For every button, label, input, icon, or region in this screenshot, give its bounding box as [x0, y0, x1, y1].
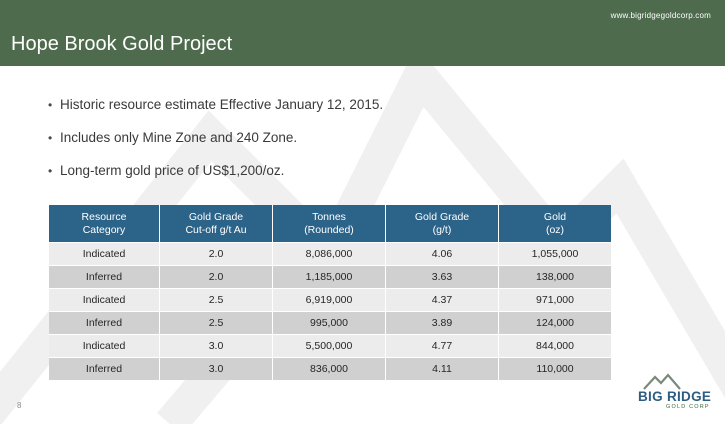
cell-oz: 971,000 — [499, 288, 611, 311]
cell-tonnes: 5,500,000 — [273, 334, 386, 357]
bullet-item: • Long-term gold price of US$1,200/oz. — [48, 163, 285, 178]
header-gold-oz: Gold (oz) — [499, 205, 611, 242]
header-cutoff-grade: Gold Grade Cut-off g/t Au — [160, 205, 273, 242]
website-url: www.bigridgegoldcorp.com — [610, 11, 711, 20]
cell-grade: 4.11 — [386, 357, 499, 380]
header-gold-grade: Gold Grade (g/t) — [386, 205, 499, 242]
bullet-list: • Historic resource estimate Effective Ja… — [48, 96, 383, 195]
company-logo: BIG RIDGE GOLD CORP — [636, 372, 716, 412]
header-resource-category: Resource Category — [49, 205, 160, 242]
cell-tonnes: 1,185,000 — [273, 265, 386, 288]
table-row: Inferred 2.0 1,185,000 3.63 138,000 — [49, 265, 611, 288]
mountain-logo-icon — [643, 373, 681, 390]
bullet-item: • Includes only Mine Zone and 240 Zone. — [48, 130, 298, 145]
table-row: Inferred 2.5 995,000 3.89 124,000 — [49, 311, 611, 334]
cell-oz: 124,000 — [499, 311, 611, 334]
logo-name: BIG RIDGE — [638, 389, 712, 404]
table-row: Indicated 3.0 5,500,000 4.77 844,000 — [49, 334, 611, 357]
cell-tonnes: 836,000 — [273, 357, 386, 380]
cell-cutoff: 2.0 — [160, 242, 273, 265]
cell-category: Inferred — [49, 265, 160, 288]
cell-oz: 844,000 — [499, 334, 611, 357]
cell-oz: 1,055,000 — [499, 242, 611, 265]
table-row: Indicated 2.5 6,919,000 4.37 971,000 — [49, 288, 611, 311]
cell-cutoff: 2.5 — [160, 288, 273, 311]
cell-cutoff: 3.0 — [160, 357, 273, 380]
cell-category: Indicated — [49, 334, 160, 357]
header-bar: www.bigridgegoldcorp.com Hope Brook Gold… — [0, 0, 725, 66]
cell-grade: 3.89 — [386, 311, 499, 334]
resource-table: Resource Category Gold Grade Cut-off g/t A… — [49, 205, 611, 380]
cell-category: Indicated — [49, 242, 160, 265]
cell-oz: 138,000 — [499, 265, 611, 288]
table-header-row: Resource Category Gold Grade Cut-off g/t A… — [49, 205, 611, 242]
page-title: Hope Brook Gold Project — [11, 33, 233, 55]
table-row: Inferred 3.0 836,000 4.11 110,000 — [49, 357, 611, 380]
cell-grade: 4.37 — [386, 288, 499, 311]
table-row: Indicated 2.0 8,086,000 4.06 1,055,000 — [49, 242, 611, 265]
cell-category: Inferred — [49, 311, 160, 334]
cell-grade: 4.06 — [386, 242, 499, 265]
cell-tonnes: 6,919,000 — [273, 288, 386, 311]
cell-oz: 110,000 — [499, 357, 611, 380]
cell-grade: 4.77 — [386, 334, 499, 357]
header-tonnes: Tonnes (Rounded) — [273, 205, 386, 242]
page-number: 8 — [17, 401, 22, 410]
cell-cutoff: 2.0 — [160, 265, 273, 288]
cell-cutoff: 3.0 — [160, 334, 273, 357]
bullet-item: • Historic resource estimate Effective Ja… — [48, 97, 384, 112]
cell-category: Indicated — [49, 288, 160, 311]
cell-cutoff: 2.5 — [160, 311, 273, 334]
cell-grade: 3.63 — [386, 265, 499, 288]
cell-tonnes: 8,086,000 — [273, 242, 386, 265]
cell-tonnes: 995,000 — [273, 311, 386, 334]
logo-subtitle: GOLD CORP — [666, 404, 710, 410]
cell-category: Inferred — [49, 357, 160, 380]
